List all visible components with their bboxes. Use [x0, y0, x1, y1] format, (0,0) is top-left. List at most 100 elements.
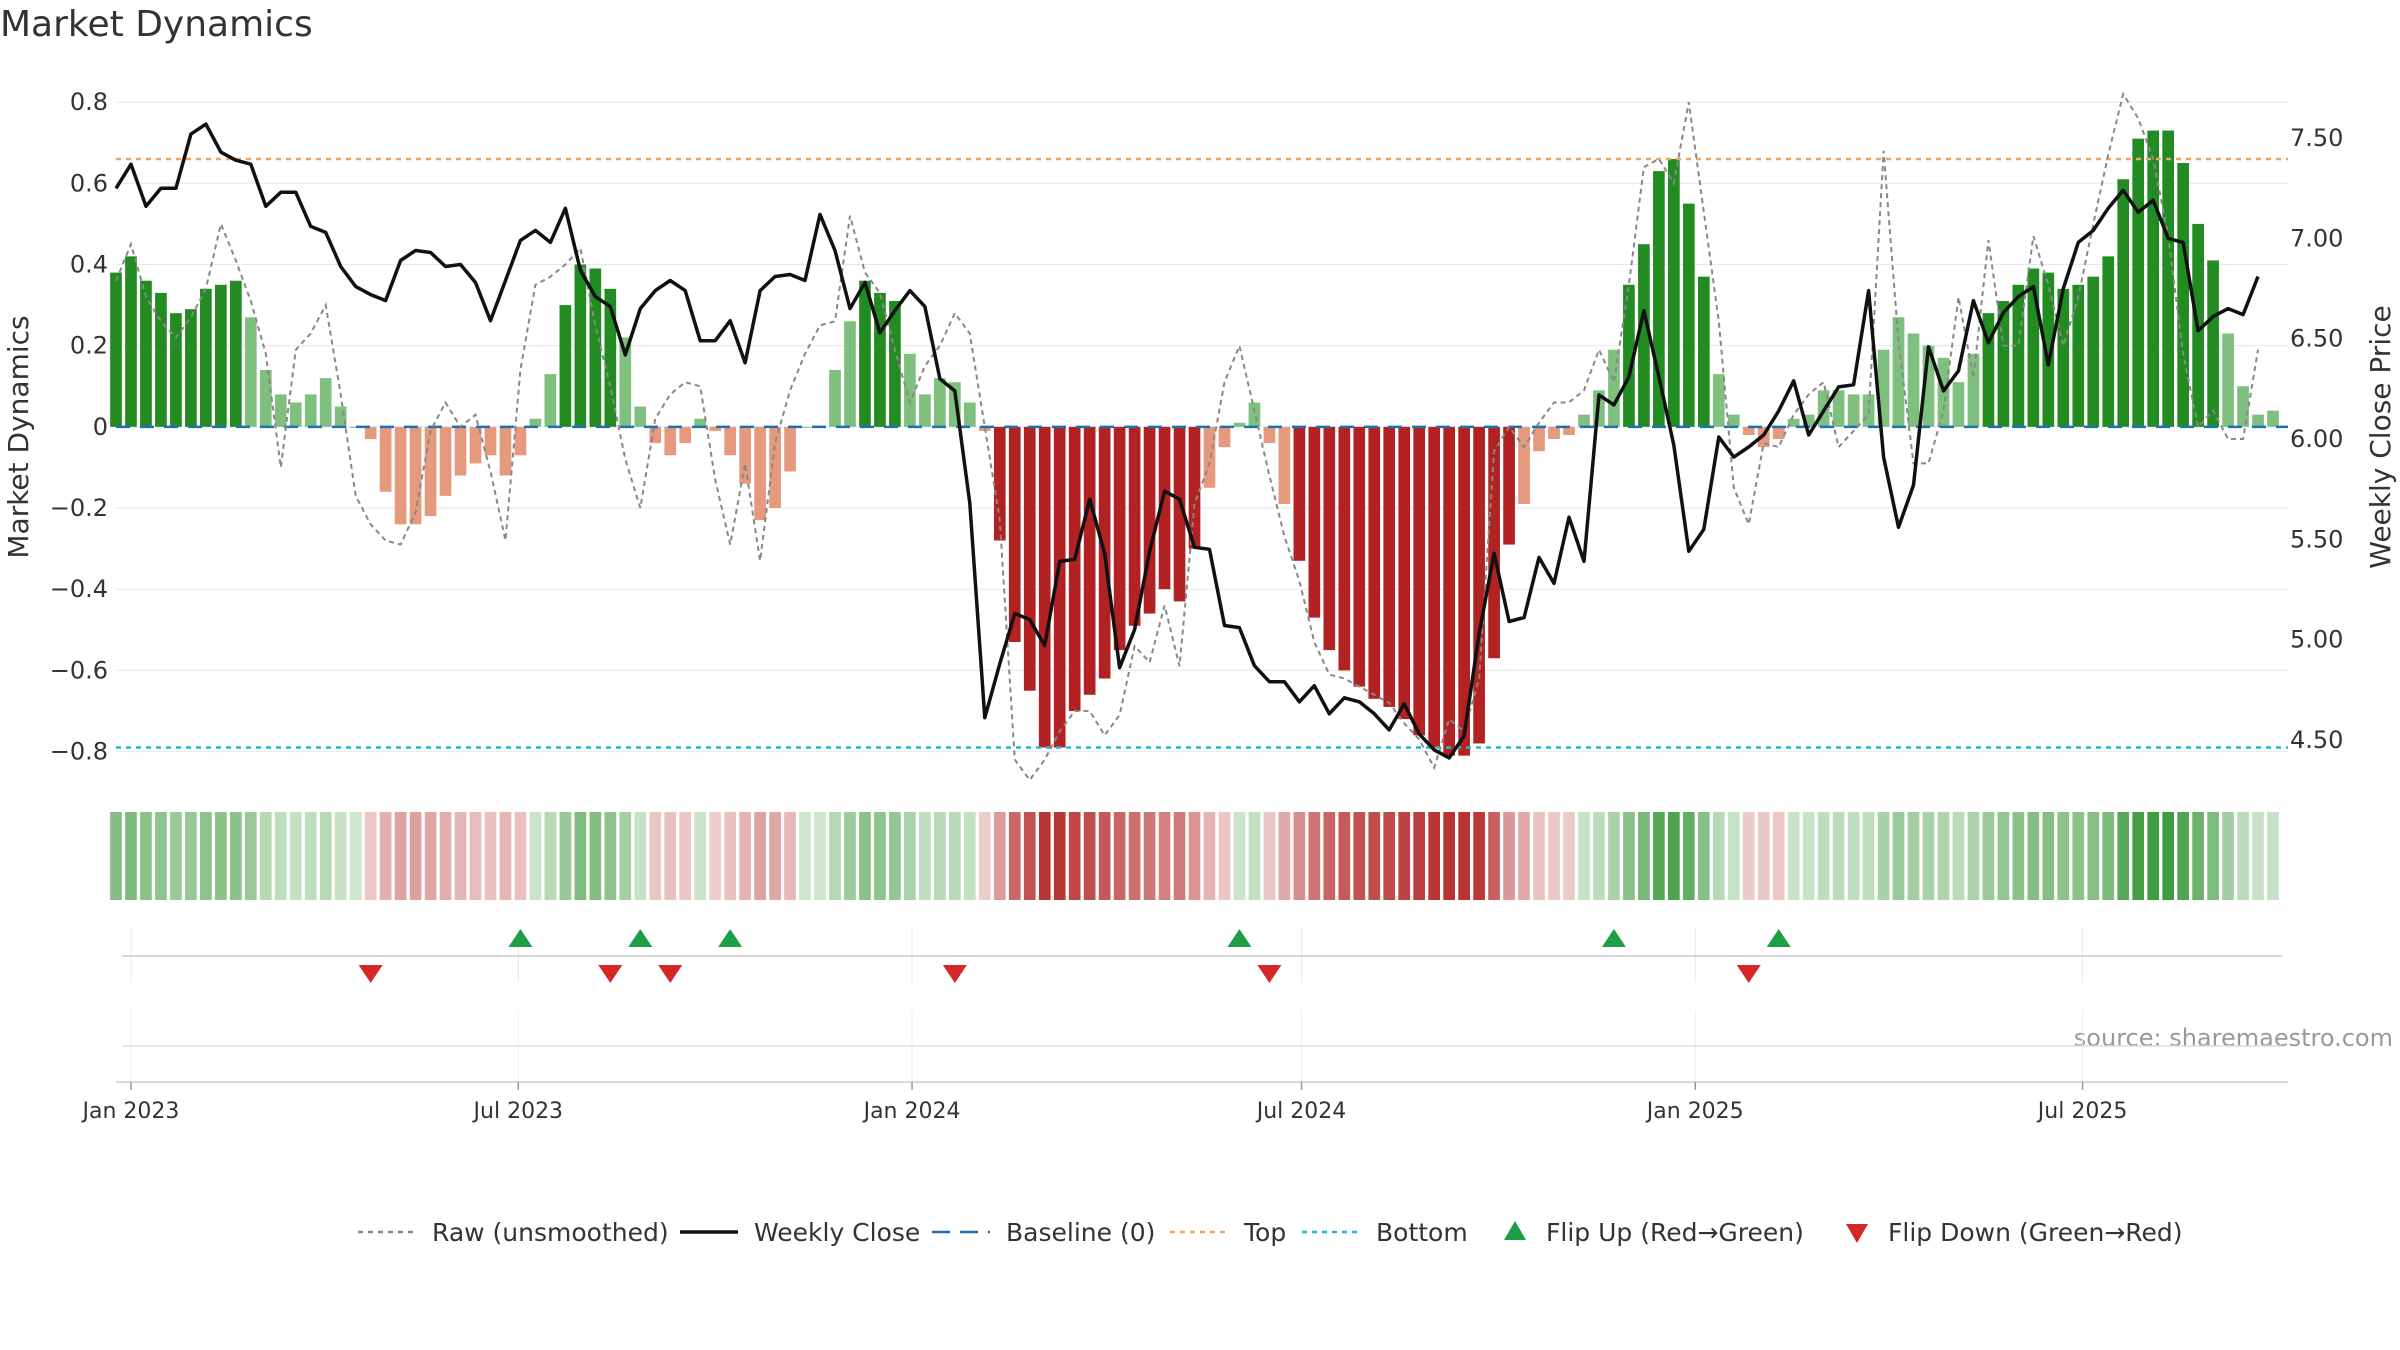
regime-cell — [155, 812, 167, 900]
regime-cell — [1578, 812, 1590, 900]
regime-cell — [514, 812, 527, 900]
gridlines — [116, 101, 2288, 753]
dynamics-bar — [349, 426, 362, 428]
dynamics-bar — [874, 292, 886, 427]
dynamics-bar — [379, 426, 392, 492]
dynamics-bar — [904, 353, 916, 427]
regime-cell — [469, 812, 482, 900]
dynamics-bar — [634, 406, 647, 427]
flip-up-marker — [1601, 929, 1626, 947]
regime-cell — [1068, 812, 1081, 900]
dynamics-bar — [1952, 382, 1965, 427]
regime-cell — [529, 812, 542, 900]
flip-down-marker — [1257, 965, 1282, 983]
dynamics-bar — [1353, 426, 1366, 687]
regime-cell — [304, 812, 317, 900]
dynamics-bar — [574, 264, 587, 427]
y2-tick-label: 4.50 — [2290, 726, 2343, 754]
regime-cell — [1233, 812, 1246, 900]
regime-cell — [1817, 812, 1830, 900]
dynamics-bar — [1113, 426, 1126, 651]
regime-cell — [1653, 812, 1665, 900]
regime-cell — [694, 812, 707, 900]
regime-cell — [1668, 812, 1680, 900]
dynamics-bar — [1653, 171, 1665, 427]
dynamics-bar — [439, 426, 452, 496]
dynamics-bar — [2162, 130, 2175, 427]
regime-cell — [1593, 812, 1605, 900]
y-tick-label: 0.8 — [70, 88, 108, 116]
regime-cell — [889, 812, 901, 900]
regime-cell — [679, 812, 692, 900]
dynamics-bar — [424, 426, 437, 517]
dynamics-bar — [1727, 414, 1740, 427]
dynamics-bar — [664, 426, 677, 456]
y2-tick-label: 6.00 — [2290, 425, 2343, 453]
dynamics-bar — [1922, 345, 1935, 427]
dynamics-bar — [394, 426, 407, 525]
y2-tick-label: 6.50 — [2290, 325, 2343, 353]
regime-cell — [1862, 812, 1875, 900]
y2-tick-label: 5.00 — [2290, 626, 2343, 654]
y-tick-label: −0.2 — [50, 494, 108, 522]
regime-cell — [215, 812, 227, 900]
dynamics-bar — [185, 309, 197, 427]
regime-cell — [2057, 812, 2070, 900]
dynamics-bar — [244, 317, 257, 427]
dynamics-bar — [1772, 426, 1785, 440]
flip-down-marker — [358, 965, 383, 983]
dynamics-bar — [679, 426, 692, 444]
regime-cell — [1952, 812, 1965, 900]
dynamics-bar — [110, 272, 122, 427]
dynamics-bar — [709, 426, 722, 431]
regime-cell — [1263, 812, 1276, 900]
regime-cell — [1083, 812, 1096, 900]
regime-cell — [1712, 812, 1725, 900]
regime-cell — [769, 812, 781, 900]
dynamics-bar — [1892, 317, 1905, 427]
y2-axis-label: Weekly Close Price — [2364, 305, 2397, 568]
dynamics-bar — [1263, 426, 1276, 444]
regime-cell — [1638, 812, 1650, 900]
dynamics-bar — [1668, 158, 1680, 427]
y-tick-label: 0.4 — [70, 250, 108, 278]
regime-cell — [2207, 812, 2219, 900]
dynamics-bar — [1083, 426, 1096, 695]
regime-cell — [1383, 812, 1396, 900]
dynamics-bar — [604, 288, 617, 427]
regime-cell — [454, 812, 467, 900]
dynamics-bar — [1623, 284, 1635, 427]
regime-cell — [2162, 812, 2175, 900]
regime-cell — [544, 812, 557, 900]
y2-tick-label: 7.00 — [2290, 224, 2343, 252]
regime-cell — [1682, 812, 1695, 900]
dynamics-bar — [1712, 374, 1725, 427]
dynamics-bar — [1428, 426, 1441, 748]
regime-cell — [1623, 812, 1635, 900]
regime-cell — [1697, 812, 1710, 900]
dynamics-bar — [1877, 349, 1890, 427]
y-tick-label: 0.6 — [70, 169, 108, 197]
x-tick-label: Jan 2023 — [81, 1099, 180, 1124]
dynamics-bar — [2012, 284, 2025, 427]
y-tick-label: −0.4 — [50, 575, 108, 603]
dynamics-bar — [1203, 426, 1216, 488]
regime-cell — [589, 812, 602, 900]
dynamics-bar — [1802, 414, 1815, 427]
regime-cell — [289, 812, 302, 900]
dynamics-bar — [2132, 138, 2145, 427]
legend-swatch-flip-up — [1504, 1221, 1526, 1240]
dynamics-bar — [469, 426, 482, 464]
regime-cell — [1533, 812, 1545, 900]
regime-cell — [664, 812, 677, 900]
regime-cell — [739, 812, 751, 900]
dynamics-bar — [1308, 426, 1321, 618]
regime-cell — [634, 812, 647, 900]
dynamics-bar — [963, 402, 976, 427]
dynamics-bar — [948, 382, 961, 427]
legend-label: Flip Up (Red→Green) — [1546, 1218, 1804, 1247]
regime-cell — [2117, 812, 2130, 900]
regime-cell — [724, 812, 736, 900]
dynamics-bar — [2072, 284, 2085, 427]
regime-cell — [1503, 812, 1515, 900]
